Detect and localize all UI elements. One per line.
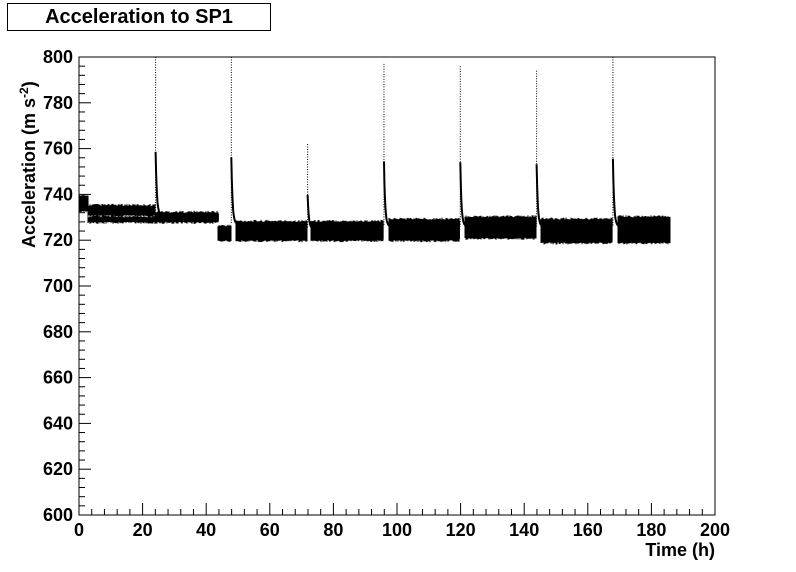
band-noise — [217, 224, 232, 243]
y-tick-label: 680 — [43, 322, 73, 342]
band-noise — [540, 217, 613, 245]
x-tick-label: 120 — [446, 520, 476, 540]
band-noise — [154, 215, 219, 224]
data-band — [87, 203, 156, 217]
x-axis-title: Time (h) — [645, 540, 715, 560]
data-spike — [306, 144, 314, 230]
x-tick-label: 180 — [636, 520, 666, 540]
spike-tail — [306, 194, 314, 230]
spike-tail — [154, 151, 162, 216]
band-noise — [310, 219, 384, 243]
data-spike — [459, 66, 467, 227]
data-spike — [535, 70, 543, 227]
band-noise — [87, 215, 156, 224]
data-band — [235, 219, 308, 243]
spike-tail — [611, 158, 620, 227]
y-tick-label: 740 — [43, 184, 73, 204]
y-axis-title-main: Acceleration (m s — [19, 98, 39, 248]
band-noise — [617, 215, 671, 245]
data-layer — [78, 57, 671, 245]
band-noise — [388, 217, 460, 243]
x-tick-label: 80 — [323, 520, 343, 540]
y-tick-label: 660 — [43, 368, 73, 388]
y-tick-label: 760 — [43, 139, 73, 159]
x-tick-label: 100 — [382, 520, 412, 540]
data-band — [87, 215, 156, 224]
band-noise — [235, 219, 308, 243]
chart-title: Acceleration to SP1 — [7, 3, 271, 31]
y-tick-label: 800 — [43, 47, 73, 67]
y-tick-label: 620 — [43, 459, 73, 479]
x-tick-label: 40 — [196, 520, 216, 540]
data-spike — [230, 57, 238, 225]
x-tick-label: 0 — [74, 520, 84, 540]
data-band — [617, 215, 671, 245]
x-tick-label: 60 — [260, 520, 280, 540]
ticks-layer: 0 20 40 60 80 100 120 140 160 180 200 600 620 640 660 6… — [43, 47, 730, 540]
data-spike — [154, 57, 162, 216]
spike-tail — [383, 161, 391, 227]
data-spike — [383, 63, 391, 227]
data-band — [464, 215, 537, 240]
data-band — [540, 217, 613, 245]
band-noise — [87, 203, 156, 217]
data-band — [388, 217, 460, 243]
x-tick-label: 140 — [509, 520, 539, 540]
y-axis-title: Acceleration (m s-2) — [17, 81, 39, 248]
y-axis-title-close: ) — [19, 81, 39, 87]
y-tick-label: 600 — [43, 505, 73, 525]
y-axis-title-sup: -2 — [17, 87, 31, 98]
x-tick-label: 200 — [700, 520, 730, 540]
spike-tail — [459, 162, 467, 227]
y-tick-label: 640 — [43, 413, 73, 433]
x-tick-label: 160 — [573, 520, 603, 540]
y-tick-label: 700 — [43, 276, 73, 296]
x-tick-label: 20 — [133, 520, 153, 540]
data-band — [217, 224, 232, 243]
plot-frame — [78, 56, 716, 516]
spike-tail — [535, 164, 543, 227]
data-spike — [611, 57, 620, 227]
band-noise — [464, 215, 537, 240]
y-tick-label: 720 — [43, 230, 73, 250]
spike-tail — [230, 157, 238, 225]
y-tick-label: 780 — [43, 93, 73, 113]
data-band — [154, 215, 219, 224]
data-band — [310, 219, 384, 243]
